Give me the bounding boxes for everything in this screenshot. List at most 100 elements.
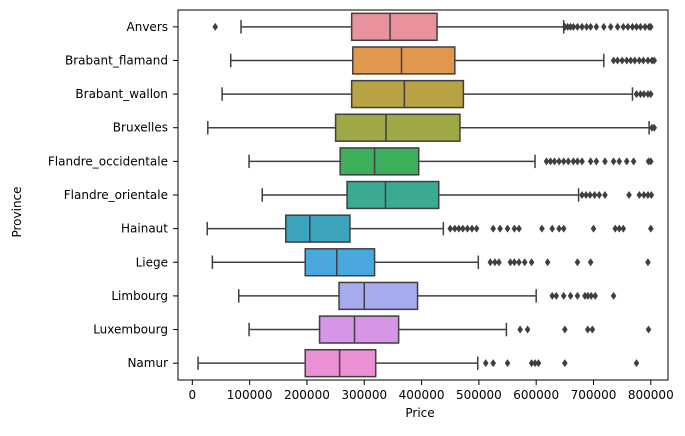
iqr-box-liege bbox=[304, 248, 376, 277]
x-tick-label: 700000 bbox=[571, 388, 617, 402]
outlier-point bbox=[579, 157, 585, 166]
outlier-point bbox=[447, 224, 454, 233]
iqr-box-namur bbox=[304, 348, 377, 378]
outlier-point bbox=[645, 56, 651, 65]
outlier-point bbox=[511, 224, 518, 233]
outlier-point bbox=[620, 22, 627, 31]
outlier-point bbox=[591, 191, 598, 199]
outlier-point bbox=[636, 191, 643, 199]
outlier-point bbox=[592, 291, 599, 300]
box-bruxelles bbox=[207, 113, 658, 142]
outlier-point bbox=[633, 90, 640, 99]
x-tick-label: 200000 bbox=[284, 388, 330, 402]
outlier-point bbox=[641, 191, 647, 199]
outlier-point bbox=[535, 359, 542, 368]
outlier-point bbox=[543, 157, 550, 166]
x-tick-label: 500000 bbox=[456, 388, 502, 402]
outlier-point bbox=[588, 291, 595, 300]
outlier-point bbox=[587, 258, 594, 267]
outlier-point bbox=[619, 56, 625, 65]
outlier-point bbox=[620, 224, 627, 233]
outlier-point bbox=[636, 56, 643, 65]
outlier-point bbox=[507, 258, 514, 267]
outlier-point bbox=[616, 157, 623, 166]
outlier-point bbox=[496, 258, 502, 267]
outlier-point bbox=[610, 291, 617, 300]
outlier-point bbox=[648, 157, 654, 166]
y-tick-label-flandre-occidentale: Flandre_occidentale bbox=[48, 154, 168, 168]
iqr-box-flandre-orientale bbox=[346, 180, 440, 210]
outlier-point bbox=[556, 224, 562, 233]
outlier-point bbox=[651, 123, 658, 132]
outlier-point bbox=[633, 359, 640, 368]
outlier-point bbox=[212, 22, 219, 31]
outlier-point bbox=[460, 224, 466, 233]
outlier-point bbox=[587, 157, 594, 166]
outlier-point bbox=[601, 22, 607, 31]
outlier-point bbox=[589, 325, 596, 334]
outlier-point bbox=[627, 56, 634, 65]
outlier-point bbox=[587, 191, 593, 199]
x-tick-label: 400000 bbox=[399, 388, 445, 402]
outlier-point bbox=[567, 22, 574, 31]
outlier-point bbox=[504, 224, 511, 233]
iqr-box-luxembourg bbox=[318, 315, 400, 344]
y-tick-label-brabant-flamand: Brabant_flamand bbox=[65, 53, 168, 67]
outlier-point bbox=[516, 258, 522, 267]
box-brabant-flamand bbox=[229, 46, 658, 75]
x-tick-label: 300000 bbox=[341, 388, 387, 402]
box-limbourg bbox=[237, 281, 617, 311]
outlier-point bbox=[544, 258, 551, 267]
outlier-point bbox=[640, 56, 647, 65]
outlier-point bbox=[637, 90, 644, 99]
outlier-point bbox=[562, 22, 568, 31]
outlier-point bbox=[602, 157, 608, 166]
iqr-box-brabant-wallon bbox=[350, 79, 465, 109]
y-tick-label-namur: Namur bbox=[127, 356, 168, 370]
y-tick-label-flandre-orientale: Flandre_orientale bbox=[64, 188, 168, 202]
outlier-point bbox=[574, 291, 581, 300]
outlier-point bbox=[492, 258, 498, 267]
plot-area bbox=[197, 12, 658, 378]
outlier-point bbox=[574, 258, 581, 267]
x-tick-label: 600000 bbox=[513, 388, 559, 402]
iqr-box-brabant-flamand bbox=[352, 46, 456, 75]
y-tick-label-hainaut: Hainaut bbox=[121, 222, 168, 236]
outlier-point bbox=[645, 191, 651, 199]
y-tick-label-bruxelles: Bruxelles bbox=[113, 121, 168, 135]
iqr-box-anvers bbox=[350, 12, 438, 42]
outlier-point bbox=[574, 157, 581, 166]
x-axis-label: Price bbox=[405, 406, 434, 420]
outlier-point bbox=[504, 359, 511, 368]
x-tick-label: 0 bbox=[189, 388, 197, 402]
box-flandre-orientale bbox=[261, 180, 655, 210]
outlier-point bbox=[614, 22, 621, 31]
outlier-point bbox=[528, 359, 535, 368]
outlier-point bbox=[610, 157, 617, 166]
outlier-point bbox=[565, 157, 572, 166]
outlier-point bbox=[637, 22, 644, 31]
x-tick-label: 100000 bbox=[227, 388, 273, 402]
outlier-point bbox=[593, 22, 600, 31]
outlier-point bbox=[614, 56, 621, 65]
x-tick-label: 800000 bbox=[628, 388, 674, 402]
outlier-point bbox=[648, 90, 654, 99]
outlier-point bbox=[630, 157, 637, 166]
outlier-point bbox=[623, 157, 630, 166]
outlier-point bbox=[560, 224, 567, 233]
outlier-point bbox=[645, 258, 651, 267]
outlier-point bbox=[596, 191, 603, 199]
outlier-point bbox=[579, 22, 585, 31]
axes: Anvers Brabant_flamand Brabant_wallon Bruxe… bbox=[48, 9, 674, 402]
iqr-box-flandre-occidentale bbox=[339, 147, 420, 176]
outlier-point bbox=[562, 359, 568, 368]
outlier-point bbox=[651, 56, 658, 65]
outlier-point bbox=[583, 191, 589, 199]
outlier-point bbox=[579, 191, 585, 199]
outlier-point bbox=[645, 325, 652, 334]
outlier-point bbox=[616, 224, 623, 233]
outlier-point bbox=[648, 224, 654, 233]
outlier-point bbox=[521, 258, 528, 267]
iqr-box-hainaut bbox=[284, 214, 351, 243]
